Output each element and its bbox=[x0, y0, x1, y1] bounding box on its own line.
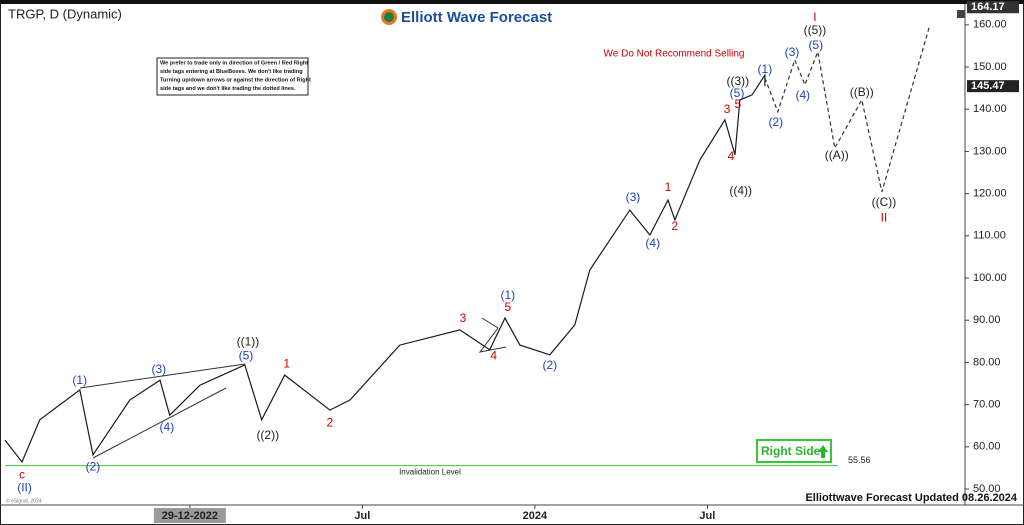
x-tick-label: 2024 bbox=[523, 510, 548, 522]
axis-max-label-box bbox=[967, 1, 1019, 14]
top-bar bbox=[0, 0, 1024, 4]
wave-label: 2 bbox=[327, 415, 334, 429]
wave-label: (4) bbox=[645, 236, 660, 250]
invalidation-value: 55.56 bbox=[848, 455, 871, 465]
wave-label: (5) bbox=[239, 348, 254, 362]
disclaimer-line: Turning up/down arrows or against the di… bbox=[160, 77, 311, 83]
price-line bbox=[4, 73, 766, 464]
brand: Elliott Wave Forecast bbox=[401, 9, 552, 26]
wave-label: 5 bbox=[735, 97, 742, 111]
wave-label: 3 bbox=[460, 311, 467, 325]
right-side-box bbox=[756, 439, 832, 463]
channel-line bbox=[92, 387, 227, 459]
wave-label: 1 bbox=[665, 180, 672, 194]
y-tick-label: 140.00 bbox=[973, 103, 1007, 115]
disclaimer-line: side tags entering at BlueBoxes. We don'… bbox=[160, 69, 303, 75]
channel-line bbox=[79, 363, 246, 389]
wave-label: (3) bbox=[785, 45, 800, 59]
wave-label: (3) bbox=[626, 190, 641, 204]
up-arrow bbox=[818, 445, 828, 458]
wave-label: (5) bbox=[730, 86, 745, 100]
wave-label: (2) bbox=[86, 459, 101, 473]
y-tick-label: 80.00 bbox=[973, 356, 1001, 368]
y-tick-label: 50.00 bbox=[973, 483, 1001, 495]
wave-label: ((C)) bbox=[872, 195, 897, 209]
triangle-line bbox=[478, 317, 507, 353]
right-side-tag: Right Side bbox=[761, 444, 821, 458]
wave-label: (1) bbox=[72, 373, 87, 387]
y-tick-label: 160.00 bbox=[973, 19, 1007, 31]
wave-label: 4 bbox=[728, 149, 735, 163]
x-tick-label: Jul bbox=[354, 510, 370, 522]
logo-icon-inner bbox=[384, 12, 394, 22]
wave-label: 3 bbox=[724, 102, 731, 116]
wave-label: (5) bbox=[808, 38, 823, 52]
wave-label: (II) bbox=[17, 480, 32, 494]
wave-label: ((5)) bbox=[804, 23, 827, 37]
wave-label: 1 bbox=[283, 356, 290, 370]
x-tick-label: 29-12-2022 bbox=[162, 510, 218, 522]
y-tick-label: 60.00 bbox=[973, 441, 1001, 453]
y-tick-label: 100.00 bbox=[973, 272, 1007, 284]
warning: We Do Not Recommend Selling bbox=[604, 49, 745, 60]
wave-label: (2) bbox=[768, 115, 783, 129]
y-tick-label: 90.00 bbox=[973, 314, 1001, 326]
wave-label: (1) bbox=[758, 62, 773, 76]
wave-label: ((B)) bbox=[850, 85, 874, 99]
wave-label: c bbox=[19, 467, 25, 481]
wave-label: (4) bbox=[160, 420, 175, 434]
logo: Elliott Wave Forecast bbox=[381, 9, 552, 26]
wave-label: ((3)) bbox=[727, 74, 750, 88]
wave-label: I bbox=[813, 10, 816, 24]
disclaimer-box bbox=[156, 57, 309, 96]
y-tick-label: 130.00 bbox=[973, 145, 1007, 157]
wave-label: ((1)) bbox=[237, 334, 260, 348]
last-price-label-box bbox=[967, 80, 1019, 93]
wave-label: ((2)) bbox=[256, 428, 279, 442]
copyright: © eSignal, 2024 bbox=[6, 497, 42, 504]
footer: Elliottwave Forecast Updated 08.26.2024 bbox=[805, 492, 1017, 504]
y-tick-label: 70.00 bbox=[973, 399, 1001, 411]
wave-label: (1) bbox=[501, 288, 516, 302]
invalidation-label: Invalidation Level bbox=[399, 468, 461, 477]
wave-label: 2 bbox=[672, 219, 679, 233]
last-price-label: 145.47 bbox=[971, 80, 1005, 92]
wave-label: 5 bbox=[505, 300, 512, 314]
x-tick-label: Jul bbox=[699, 510, 715, 522]
wave-label: 4 bbox=[490, 348, 497, 362]
wave-label: ((A)) bbox=[825, 148, 849, 162]
disclaimer-line: We prefer to trade only in direction of … bbox=[160, 60, 308, 66]
wave-label: ((4)) bbox=[729, 183, 752, 197]
disclaimer: We prefer to trade only in direction of … bbox=[160, 60, 311, 92]
x-tick-highlight bbox=[153, 508, 226, 523]
axis-max-label: 164.17 bbox=[971, 1, 1005, 13]
wave-label: (4) bbox=[796, 88, 811, 102]
wave-label: (2) bbox=[542, 358, 557, 372]
wave-label: (3) bbox=[151, 362, 166, 376]
chart-title: TRGP, D (Dynamic) bbox=[8, 6, 122, 21]
wave-label: II bbox=[881, 210, 888, 224]
disclaimer-line: side tags and we don't like trading the … bbox=[160, 86, 296, 92]
y-tick-label: 110.00 bbox=[973, 230, 1006, 242]
settings-icon[interactable] bbox=[957, 10, 965, 18]
y-tick-label: 150.00 bbox=[973, 61, 1007, 73]
y-tick-label: 120.00 bbox=[973, 188, 1007, 200]
